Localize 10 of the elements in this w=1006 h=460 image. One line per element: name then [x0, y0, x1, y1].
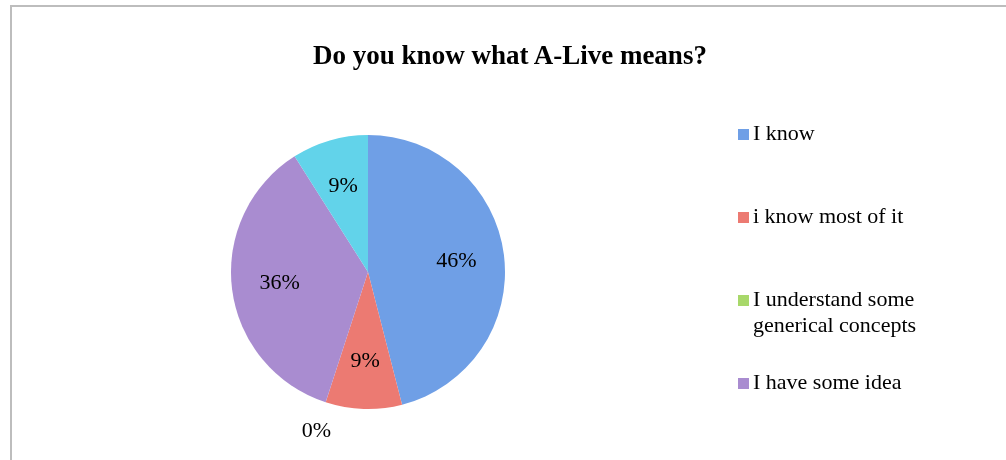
text: 0%: [301, 416, 332, 442]
data-label: 9%: [350, 346, 380, 372]
legend-label: i know most of it: [753, 203, 904, 229]
data-label: 9%: [328, 172, 358, 198]
legend-label: I understand some generical concepts: [753, 286, 918, 338]
chart-title: Do you know what A-Live means?: [312, 40, 708, 71]
legend-label: I know: [753, 120, 815, 146]
data-label: 46%: [436, 246, 477, 272]
data-label: 36%: [259, 268, 300, 294]
legend-label: I have some idea: [753, 369, 902, 395]
